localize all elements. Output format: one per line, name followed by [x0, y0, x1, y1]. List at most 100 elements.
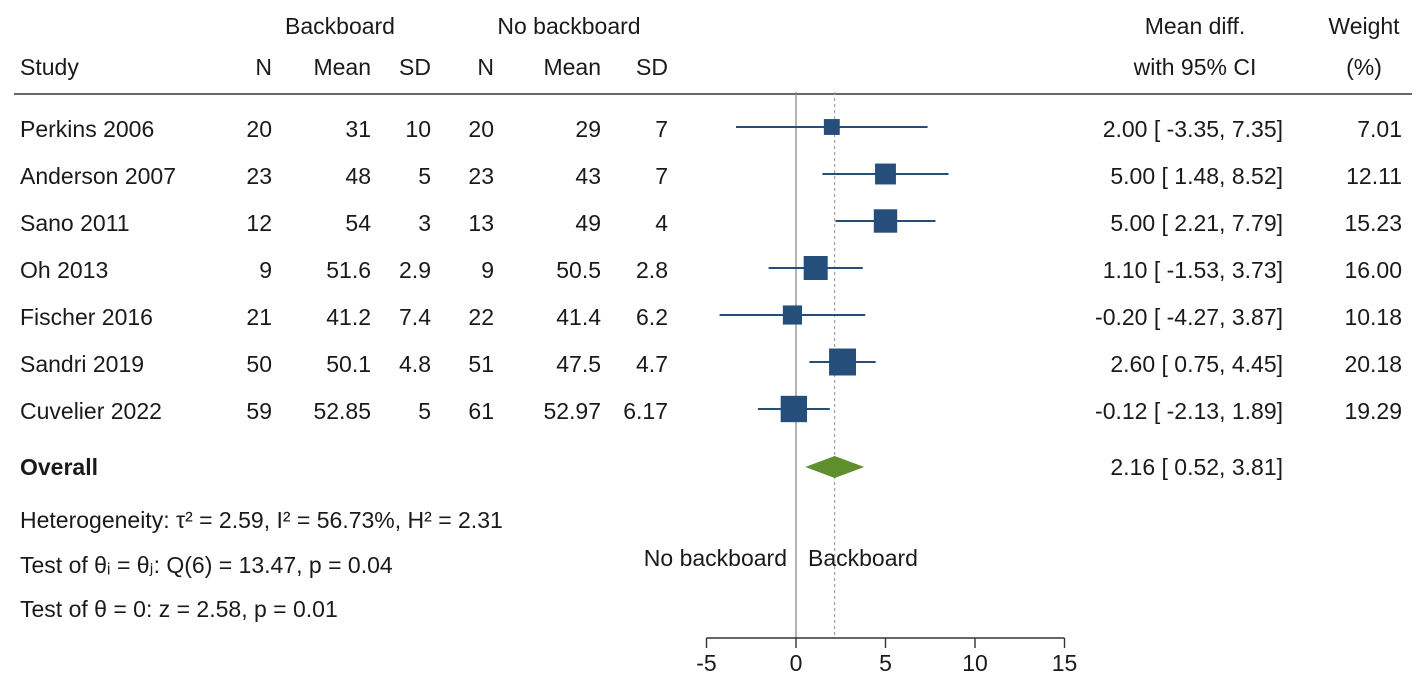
mean2-cell: 29: [575, 116, 601, 142]
weight-cell: 12.11: [1346, 163, 1402, 189]
weight-cell: 10.18: [1344, 304, 1402, 330]
n2-cell: 13: [468, 210, 494, 236]
ci-text: 1.10 [ -1.53, 3.73]: [1103, 257, 1283, 283]
weight-cell: 15.23: [1344, 210, 1402, 236]
sd1-cell: 5: [418, 398, 431, 424]
x-tick-label: 5: [879, 650, 892, 673]
study-name: Sandri 2019: [20, 351, 144, 377]
study-marker: [873, 209, 898, 233]
mean1-cell: 51.6: [326, 257, 371, 283]
mean2-column-header: Mean: [543, 54, 601, 80]
ci-text: 5.00 [ 1.48, 8.52]: [1110, 163, 1283, 189]
table-row: Oh 2013 9 51.6 2.9 9 50.5 2.8 1.10 [ -1.53, 3.7…: [20, 257, 1402, 283]
mean2-cell: 49: [575, 210, 601, 236]
x-tick-label: 10: [962, 650, 988, 673]
weight-cell: 20.18: [1344, 351, 1402, 377]
study-name: Sano 2011: [20, 210, 130, 236]
sd2-cell: 6.2: [636, 304, 668, 330]
n2-cell: 23: [468, 163, 494, 189]
n1-cell: 59: [246, 398, 272, 424]
weight-header-line1: Weight: [1328, 13, 1400, 39]
test-theta-i-j: Test of θᵢ = θⱼ: Q(6) = 13.47, p = 0.04: [20, 552, 393, 578]
mean1-cell: 41.2: [326, 304, 371, 330]
study-table: Perkins 2006 20 31 10 20 29 7 2.00 [ -3.35, 7.3…: [20, 116, 1402, 424]
test-theta-zero: Test of θ = 0: z = 2.58, p = 0.01: [20, 596, 338, 622]
n1-cell: 9: [259, 257, 272, 283]
study-name: Oh 2013: [20, 257, 108, 283]
n1-cell: 50: [246, 351, 272, 377]
group1-header: Backboard: [285, 13, 395, 39]
mean1-cell: 48: [345, 163, 371, 189]
study-marker: [829, 348, 857, 376]
favors-right-label: Backboard: [808, 545, 918, 571]
heterogeneity-stat: Heterogeneity: τ² = 2.59, I² = 56.73%, H…: [20, 507, 503, 533]
x-tick-label: -5: [696, 650, 716, 673]
ci-text: 2.00 [ -3.35, 7.35]: [1103, 116, 1283, 142]
study-name: Anderson 2007: [20, 163, 176, 189]
table-row: Perkins 2006 20 31 10 20 29 7 2.00 [ -3.35, 7.3…: [20, 116, 1402, 142]
study-marker: [803, 256, 828, 280]
table-row: Anderson 2007 23 48 5 23 43 7 5.00 [ 1.48, 8.52…: [20, 163, 1402, 189]
weight-header-line2: (%): [1346, 54, 1382, 80]
forest-plot-area: -5 0 5 10 15: [696, 92, 1077, 673]
overall-ci-text: 2.16 [ 0.52, 3.81]: [1110, 454, 1283, 480]
sd2-cell: 6.17: [623, 398, 668, 424]
group2-header: No backboard: [497, 13, 640, 39]
sd2-cell: 4: [655, 210, 668, 236]
effect-header-line2: with 95% CI: [1133, 54, 1257, 80]
sd1-cell: 5: [418, 163, 431, 189]
mean1-cell: 54: [345, 210, 371, 236]
weight-cell: 16.00: [1344, 257, 1402, 283]
sd1-cell: 3: [418, 210, 431, 236]
n1-cell: 23: [246, 163, 272, 189]
sd1-cell: 10: [405, 116, 431, 142]
n1-cell: 20: [246, 116, 272, 142]
sd1-column-header: SD: [399, 54, 431, 80]
sd1-cell: 2.9: [399, 257, 431, 283]
table-row: Sandri 2019 50 50.1 4.8 51 47.5 4.7 2.60 [ 0.75…: [20, 351, 1402, 377]
study-marker: [823, 119, 840, 135]
study-name: Perkins 2006: [20, 116, 154, 142]
n1-cell: 12: [246, 210, 272, 236]
mean1-cell: 31: [345, 116, 371, 142]
study-name: Cuvelier 2022: [20, 398, 162, 424]
effect-header-line1: Mean diff.: [1145, 13, 1246, 39]
sd2-cell: 7: [655, 163, 668, 189]
ci-text: -0.12 [ -2.13, 1.89]: [1095, 398, 1283, 424]
study-name: Fischer 2016: [20, 304, 153, 330]
weight-cell: 19.29: [1344, 398, 1402, 424]
weight-cell: 7.01: [1357, 116, 1402, 142]
sd1-cell: 7.4: [399, 304, 431, 330]
n2-cell: 22: [468, 304, 494, 330]
sd2-column-header: SD: [636, 54, 668, 80]
n2-cell: 61: [468, 398, 494, 424]
ci-text: -0.20 [ -4.27, 3.87]: [1095, 304, 1283, 330]
ci-text: 2.60 [ 0.75, 4.45]: [1110, 351, 1283, 377]
sd2-cell: 7: [655, 116, 668, 142]
table-row: Cuvelier 2022 59 52.85 5 61 52.97 6.17 -0.12 [ …: [20, 398, 1402, 424]
mean2-cell: 47.5: [556, 351, 601, 377]
sd1-cell: 4.8: [399, 351, 431, 377]
table-row: Sano 2011 12 54 3 13 49 4 5.00 [ 2.21, 7.79] 15.…: [20, 210, 1402, 236]
sd2-cell: 2.8: [636, 257, 668, 283]
n2-column-header: N: [477, 54, 494, 80]
mean2-cell: 41.4: [556, 304, 601, 330]
n1-cell: 21: [246, 304, 272, 330]
n2-cell: 9: [481, 257, 494, 283]
x-tick-label: 15: [1052, 650, 1078, 673]
ci-text: 5.00 [ 2.21, 7.79]: [1110, 210, 1283, 236]
favors-left-label: No backboard: [644, 545, 787, 571]
study-marker: [782, 305, 802, 325]
mean2-cell: 43: [575, 163, 601, 189]
sd2-cell: 4.7: [636, 351, 668, 377]
n2-cell: 20: [468, 116, 494, 142]
n2-cell: 51: [468, 351, 494, 377]
mean1-cell: 50.1: [326, 351, 371, 377]
mean2-cell: 52.97: [543, 398, 601, 424]
study-column-header: Study: [20, 54, 79, 80]
study-marker: [780, 395, 808, 423]
overall-diamond: [805, 456, 865, 478]
study-marker: [875, 163, 896, 185]
mean1-cell: 52.85: [313, 398, 371, 424]
